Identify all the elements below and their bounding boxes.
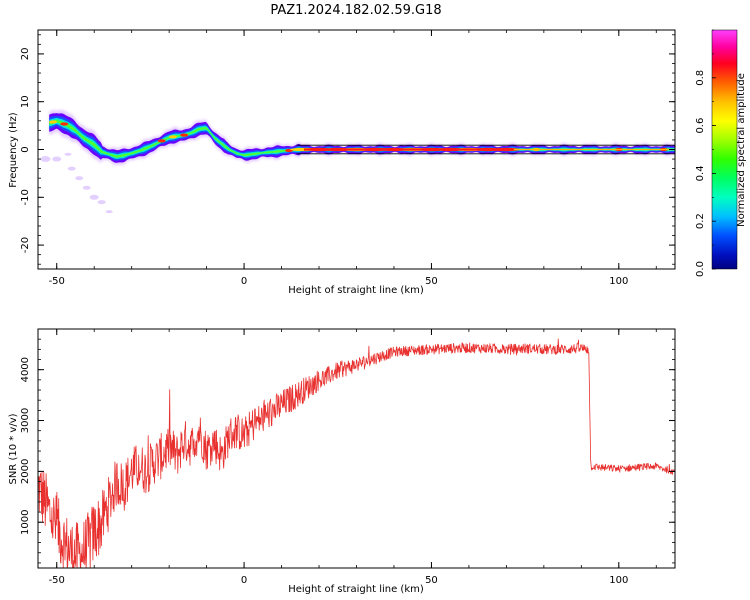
snr-y-label: SNR (10 * v/v) — [8, 413, 19, 484]
spectrogram-y-tick-label: 20 — [20, 48, 31, 61]
spectrogram-x-tick-label: -50 — [49, 276, 65, 287]
spectrogram-scatter-blob — [40, 156, 51, 163]
spectrogram-y-ticks: -20 -10 0 10 20 — [20, 34, 675, 265]
spectrogram-x-ticks: -50 0 50 100 — [49, 30, 657, 287]
colorbar-tick-label: 0.8 — [695, 70, 706, 86]
spectrogram-ridge — [48, 109, 675, 166]
spectrogram-scatter — [40, 152, 113, 214]
colorbar-tick-label: 0.0 — [695, 261, 706, 277]
ridge-hot-spot — [48, 120, 57, 124]
spectrogram-panel: -50 0 50 100 -20 -10 0 10 20 Height of straight… — [8, 29, 676, 296]
ridge-hot-spot — [180, 133, 189, 137]
snr-y-tick-label: 2000 — [20, 459, 31, 484]
spectrogram-scatter-blob — [64, 152, 72, 156]
figure-title: PAZ1.2024.182.02.59.G18 — [270, 3, 441, 18]
snr-x-label: Height of straight line (km) — [288, 584, 424, 595]
spectrogram-scatter-blob — [105, 210, 113, 214]
snr-x-tick-label: 100 — [609, 575, 628, 586]
colorbar-tick-label: 0.4 — [695, 165, 706, 181]
colorbar: 0.0 0.2 0.4 0.6 0.8 Normalized spectral ampl… — [695, 29, 747, 277]
spectrogram-y-tick-label: 0 — [20, 146, 31, 152]
snr-x-tick-label: 0 — [241, 575, 247, 586]
ridge-hot-spot — [168, 135, 177, 139]
snr-plot-area — [38, 329, 675, 568]
spectrogram-y-tick-label: -10 — [20, 189, 31, 205]
ridge-band — [49, 119, 675, 158]
snr-y-tick-label: 1000 — [20, 510, 31, 535]
colorbar-ticks: 0.0 0.2 0.4 0.6 0.8 — [695, 29, 716, 277]
snr-y-tick-label: 4000 — [20, 357, 31, 382]
spectrogram-y-label: Frequency (Hz) — [8, 112, 19, 188]
colorbar-tick-label: 0.6 — [695, 118, 706, 134]
spectrogram-scatter-blob — [89, 194, 99, 200]
colorbar-tick-label: 0.2 — [695, 213, 706, 229]
colorbar-label: Normalized spectral amplitude — [736, 73, 747, 227]
spectrogram-scatter-blob — [52, 156, 62, 162]
spectrogram-scatter-blob — [75, 176, 84, 181]
snr-y-ticks: 1000 2000 3000 4000 — [20, 328, 675, 564]
spectrogram-y-tick-label: -20 — [20, 237, 31, 253]
snr-x-tick-label: -50 — [49, 575, 65, 586]
spectrogram-x-label: Height of straight line (km) — [288, 285, 424, 296]
snr-series-line — [38, 338, 675, 568]
ridge-hot-spot — [60, 122, 69, 126]
spectrogram-y-tick-label: 10 — [20, 95, 31, 108]
snr-x-tick-label: 50 — [425, 575, 438, 586]
spectrogram-x-tick-label: 100 — [609, 276, 628, 287]
spectrogram-x-tick-label: 0 — [241, 276, 247, 287]
ridge-hot-spot — [157, 139, 166, 143]
snr-x-ticks: -50 0 50 100 — [49, 329, 657, 586]
spectrogram-scatter-blob — [97, 200, 106, 205]
colorbar-gradient — [711, 29, 738, 270]
snr-y-tick-label: 3000 — [20, 408, 31, 433]
spectrogram-x-tick-label: 50 — [425, 276, 438, 287]
spectrogram-scatter-blob — [67, 166, 76, 171]
snr-panel: -50 0 50 100 1000 2000 3000 4000 Height of str… — [8, 328, 676, 595]
spectrogram-scatter-blob — [82, 185, 91, 190]
